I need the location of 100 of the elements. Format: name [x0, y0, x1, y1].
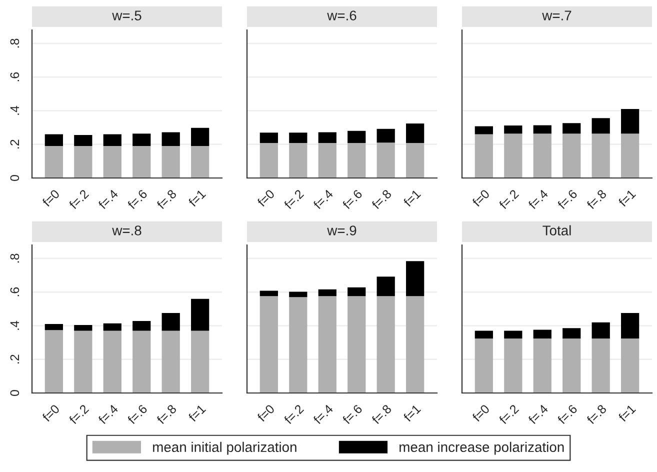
bar — [621, 338, 640, 393]
bar — [132, 146, 151, 178]
bar — [562, 328, 581, 339]
bar — [289, 292, 308, 298]
bar — [162, 146, 180, 178]
bar — [592, 134, 610, 178]
bar — [103, 330, 122, 393]
x-tick-label: f=.6 — [342, 188, 363, 210]
bar — [318, 289, 336, 296]
bar — [592, 322, 610, 339]
bar — [191, 330, 210, 393]
x-tick-label: f=0 — [42, 404, 60, 422]
bar — [474, 134, 493, 178]
x-tick-label: f=0 — [256, 188, 276, 208]
x-tick-label: f=.2 — [68, 188, 90, 210]
bar — [318, 296, 336, 393]
x-tick-label: f=.8 — [156, 404, 177, 425]
x-tick-label: f=.2 — [498, 404, 520, 425]
chart-title: w=.5 — [112, 10, 142, 20]
x-tick-label: f=.2 — [283, 404, 304, 425]
bar — [162, 132, 180, 146]
x-tick-label: f=.6 — [342, 404, 363, 425]
bar — [592, 338, 610, 393]
x-tick-label: f=.4 — [312, 188, 334, 210]
bar — [44, 146, 63, 178]
bar — [74, 146, 92, 178]
x-tick-label: f=0 — [472, 404, 490, 422]
bar — [504, 126, 522, 134]
x-tick-label: f=.2 — [283, 188, 304, 210]
y-tick-label: 0 — [10, 175, 20, 181]
x-tick-label: f=0 — [472, 188, 490, 208]
bar — [74, 325, 92, 331]
x-tick-label: f=.4 — [528, 404, 549, 425]
bar — [376, 128, 395, 143]
bar — [348, 130, 366, 144]
x-tick-label: f=1 — [618, 404, 636, 422]
x-tick-label: f=.4 — [98, 188, 119, 210]
bar — [504, 338, 522, 393]
bar — [533, 330, 552, 339]
y-tick-label: .8 — [10, 38, 20, 48]
bar — [406, 124, 424, 144]
bar — [103, 134, 122, 146]
x-tick-label: f=.6 — [126, 188, 148, 210]
bar — [621, 134, 640, 178]
x-tick-label: f=.8 — [370, 404, 392, 425]
chart-title: w=.7 — [542, 10, 572, 20]
x-tick-label: f=1 — [402, 188, 422, 208]
y-tick-label: 0 — [10, 390, 20, 396]
legend-label: mean initial polarization — [153, 442, 296, 455]
x-tick-label: f=1 — [188, 188, 206, 208]
x-tick-label: f=.8 — [156, 188, 177, 210]
chart-title: Total — [542, 225, 571, 236]
x-tick-label: f=.6 — [556, 188, 578, 210]
chart-title: w=.8 — [112, 226, 142, 236]
bar — [260, 143, 278, 178]
y-tick-label: .2 — [10, 140, 19, 148]
legend-label: mean increase polarization — [400, 442, 564, 455]
bar — [260, 290, 278, 296]
bar — [621, 109, 640, 134]
y-tick-label: .4 — [10, 320, 19, 330]
bar — [406, 143, 424, 178]
x-tick-label: f=.2 — [498, 188, 520, 210]
x-tick-label: f=.4 — [98, 404, 119, 425]
bar — [260, 132, 278, 144]
bar — [132, 321, 151, 331]
bar — [289, 297, 308, 393]
bar — [592, 118, 610, 134]
bar — [533, 125, 552, 134]
bar — [533, 134, 552, 178]
bar — [376, 296, 395, 393]
bar — [406, 296, 424, 393]
bar — [474, 330, 493, 339]
bar — [191, 298, 210, 331]
bar — [44, 134, 63, 146]
bar — [474, 126, 493, 134]
bar — [74, 330, 92, 393]
bar — [74, 134, 92, 146]
bar — [562, 338, 581, 393]
x-tick-label: f=0 — [256, 404, 276, 422]
x-tick-label: f=1 — [618, 188, 636, 208]
bar — [504, 330, 522, 339]
bar — [289, 143, 308, 178]
y-tick-label: .4 — [10, 106, 19, 115]
bar — [191, 128, 210, 146]
bar — [318, 132, 336, 144]
bar — [260, 296, 278, 393]
bar — [621, 312, 640, 339]
bar — [348, 287, 366, 296]
x-tick-label: f=.4 — [312, 404, 334, 425]
x-tick-label: f=1 — [402, 404, 422, 422]
bar — [376, 276, 395, 296]
x-tick-label: f=.6 — [126, 404, 148, 425]
bar — [191, 146, 210, 178]
bar — [406, 261, 424, 296]
y-tick-label: .8 — [10, 254, 20, 263]
y-tick-label: .6 — [10, 287, 20, 296]
x-tick-label: f=.8 — [370, 188, 392, 210]
bar — [103, 323, 122, 331]
x-tick-label: f=1 — [188, 404, 206, 422]
x-tick-label: f=0 — [42, 188, 60, 208]
